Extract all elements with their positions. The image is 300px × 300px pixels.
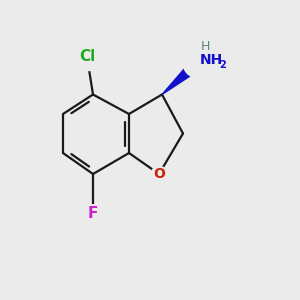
Circle shape — [151, 166, 167, 182]
Circle shape — [73, 43, 101, 71]
Circle shape — [182, 47, 214, 79]
Text: NH: NH — [200, 53, 223, 67]
Polygon shape — [162, 58, 202, 94]
Text: H: H — [200, 40, 210, 53]
Circle shape — [84, 204, 102, 222]
Text: F: F — [88, 206, 98, 220]
Text: Cl: Cl — [79, 50, 95, 64]
Text: O: O — [153, 167, 165, 181]
Text: 2: 2 — [220, 60, 226, 70]
